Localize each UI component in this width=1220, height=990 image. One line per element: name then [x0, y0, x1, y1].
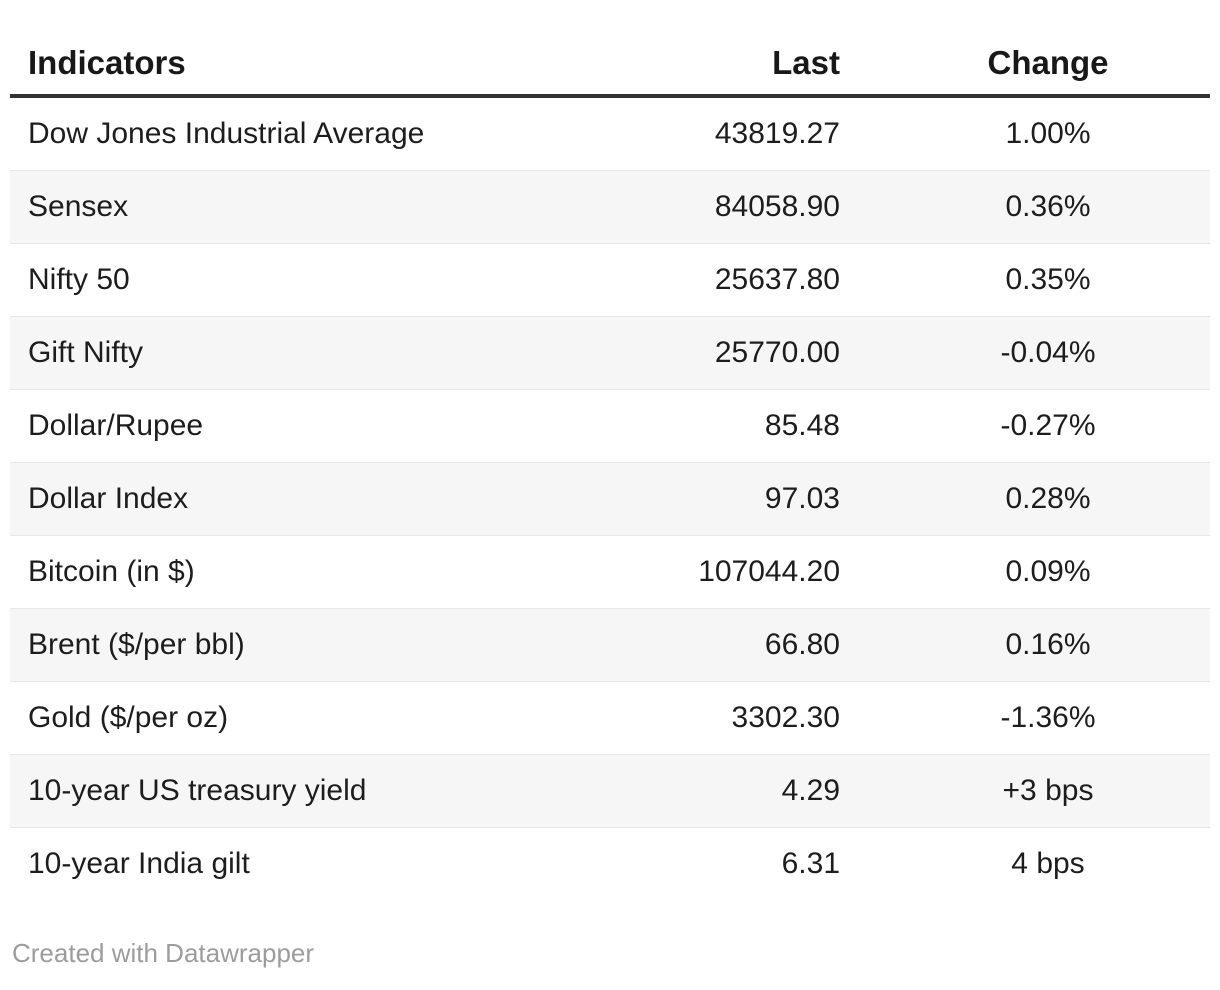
- change-cell: 4 bps: [886, 827, 1210, 900]
- last-cell: 25637.80: [626, 243, 886, 317]
- last-cell: 43819.27: [714, 117, 840, 150]
- datawrapper-attribution: Created with Datawrapper: [12, 938, 315, 968]
- change-cell: -1.36%: [886, 681, 1210, 755]
- column-header-change: Change: [886, 24, 1210, 98]
- table-body: Dow Jones Industrial Average 43819.27 1.00…: [10, 96, 1210, 900]
- change-cell: 0.09%: [886, 535, 1210, 609]
- table-header-row: Indicators Last Change: [10, 24, 1210, 98]
- change-cell: 1.00%: [1005, 117, 1091, 150]
- indicator-cell: Sensex: [10, 170, 626, 244]
- table-row: 10-year India gilt 6.31 4 bps: [10, 827, 1210, 900]
- indicators-table: Indicators Last Change Dow Jones Industr…: [10, 24, 1210, 900]
- change-cell: 0.28%: [886, 462, 1210, 536]
- indicator-cell: 10-year India gilt: [10, 827, 626, 900]
- indicator-cell: 10-year US treasury yield: [10, 754, 626, 828]
- last-cell: 6.31: [626, 827, 886, 900]
- indicator-cell: Gift Nifty: [10, 316, 626, 390]
- table-row: Brent ($/per bbl) 66.80 0.16%: [10, 608, 1210, 682]
- last-cell: 85.48: [626, 389, 886, 463]
- table-row: Sensex 84058.90 0.36%: [10, 170, 1210, 244]
- table-row: Gift Nifty 25770.00 -0.04%: [10, 316, 1210, 390]
- last-cell: 25770.00: [626, 316, 886, 390]
- table-row: Dollar Index 97.03 0.28%: [10, 462, 1210, 536]
- table-row: Bitcoin (in $) 107044.20 0.09%: [10, 535, 1210, 609]
- table-row: Dollar/Rupee 85.48 -0.27%: [10, 389, 1210, 463]
- last-cell: 4.29: [626, 754, 886, 828]
- indicator-cell: Nifty 50: [10, 243, 626, 317]
- change-cell: +3 bps: [886, 754, 1210, 828]
- column-header-last: Last: [626, 24, 886, 98]
- datawrapper-table-page: Indicators Last Change Dow Jones Industr…: [10, 24, 1210, 968]
- change-cell: 0.16%: [886, 608, 1210, 682]
- table-row: 10-year US treasury yield 4.29 +3 bps: [10, 754, 1210, 828]
- indicator-cell: Gold ($/per oz): [10, 681, 626, 755]
- column-header-indicators: Indicators: [10, 24, 626, 98]
- indicator-cell: Bitcoin (in $): [10, 535, 626, 609]
- last-cell: 107044.20: [626, 535, 886, 609]
- table-row: Nifty 50 25637.80 0.35%: [10, 243, 1210, 317]
- indicator-cell: Dollar Index: [10, 462, 626, 536]
- change-cell: 0.36%: [886, 170, 1210, 244]
- change-cell: -0.27%: [886, 389, 1210, 463]
- table-row: Dow Jones Industrial Average 43819.27 1.00…: [10, 96, 1210, 171]
- change-cell: 0.35%: [886, 243, 1210, 317]
- table-row: Gold ($/per oz) 3302.30 -1.36%: [10, 681, 1210, 755]
- last-cell: 66.80: [626, 608, 886, 682]
- indicator-cell: Brent ($/per bbl): [10, 608, 626, 682]
- change-cell: -0.04%: [886, 316, 1210, 390]
- indicator-cell: Dow Jones Industrial Average: [28, 117, 425, 150]
- indicator-cell: Dollar/Rupee: [10, 389, 626, 463]
- last-cell: 3302.30: [626, 681, 886, 755]
- last-cell: 97.03: [626, 462, 886, 536]
- last-cell: 84058.90: [626, 170, 886, 244]
